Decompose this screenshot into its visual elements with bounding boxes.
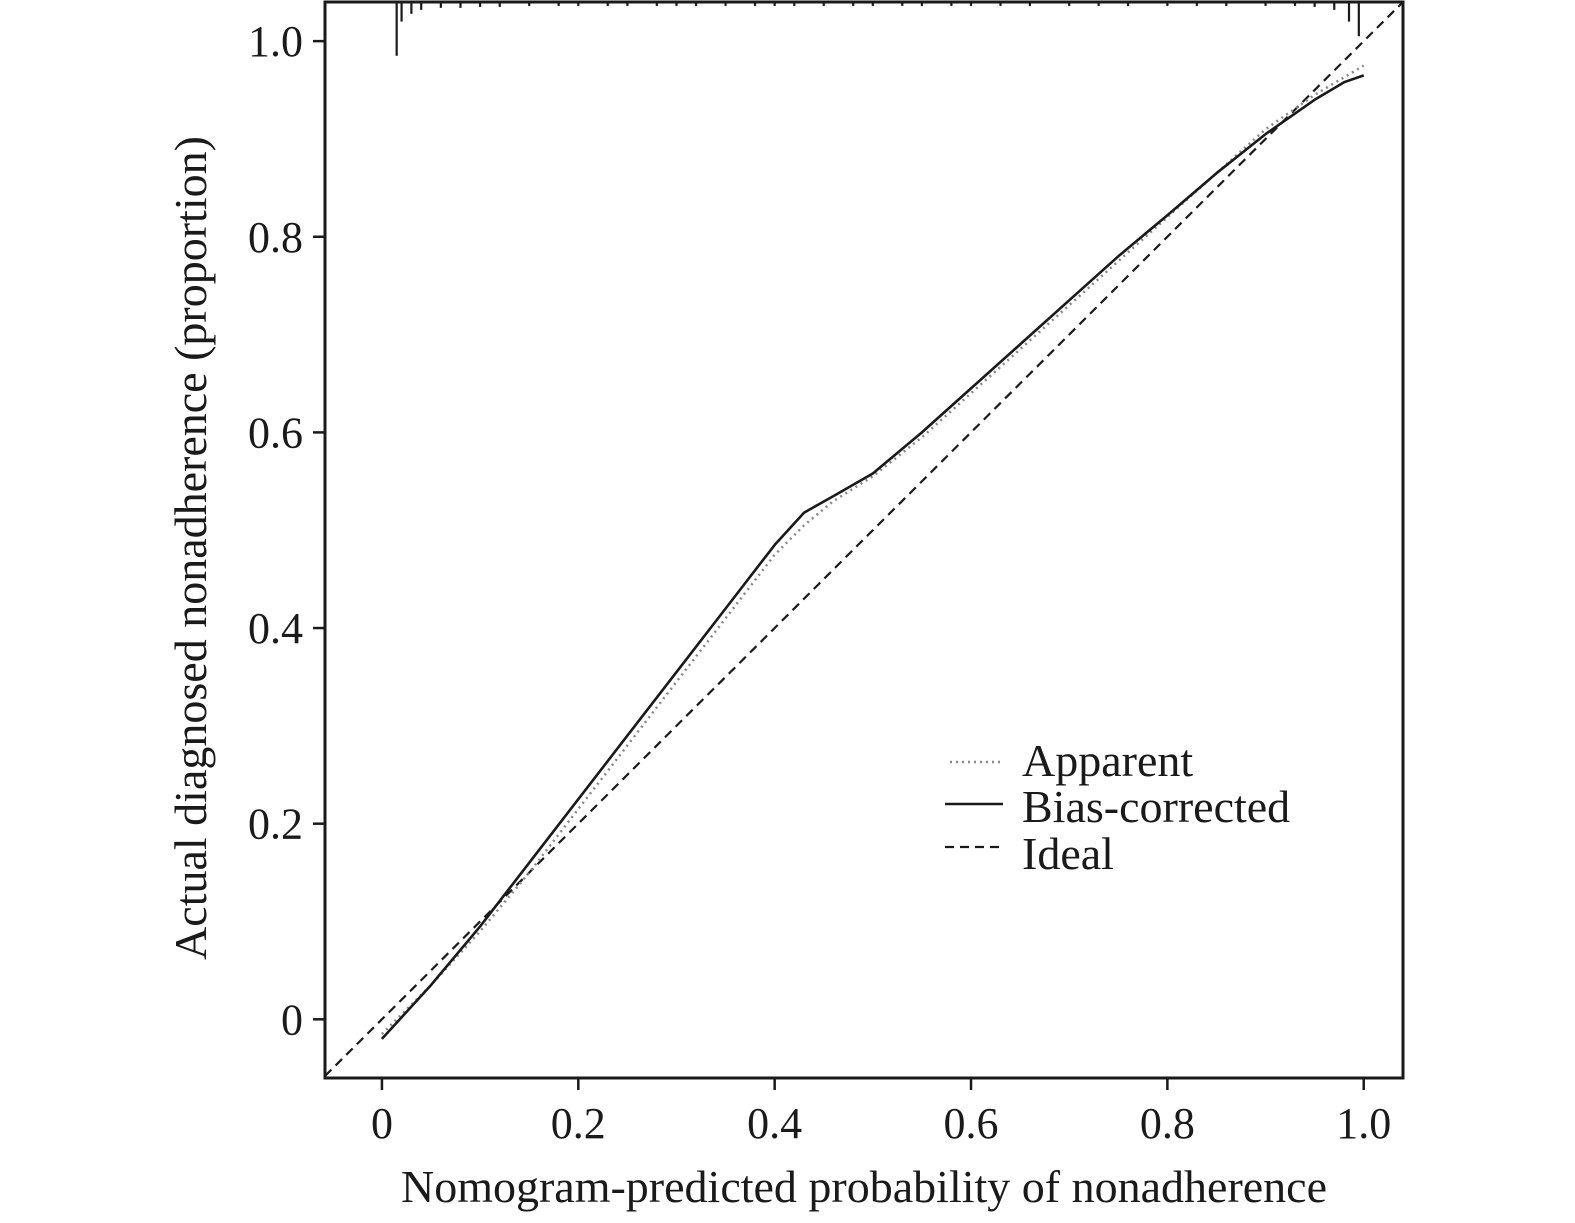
y-axis-ticks: 0 0.2 0.4 0.6 0.8 1.0 bbox=[248, 17, 325, 1044]
series-line-apparent bbox=[381, 64, 1365, 1035]
legend-label-apparent: Apparent bbox=[1022, 735, 1193, 786]
y-tick-label: 1.0 bbox=[248, 17, 303, 66]
y-axis-title: Actual diagnosed nonadherence (proportio… bbox=[165, 136, 216, 960]
plot-area bbox=[323, 0, 1405, 1080]
x-tick-label: 0.6 bbox=[944, 1099, 999, 1148]
x-tick-label: 0.4 bbox=[747, 1099, 802, 1148]
series-line-bias-corrected bbox=[380, 74, 1365, 1040]
y-tick-label: 0 bbox=[281, 995, 303, 1044]
y-tick-label: 0.8 bbox=[248, 213, 303, 262]
y-tick-label: 0.4 bbox=[248, 604, 303, 653]
series-lines bbox=[324, 1, 1404, 1077]
y-tick-label: 0.2 bbox=[248, 800, 303, 849]
x-tick-label: 0.8 bbox=[1140, 1099, 1195, 1148]
x-tick-label: 0.2 bbox=[551, 1099, 606, 1148]
rug-marks bbox=[395, 2, 1360, 56]
x-axis-title: Nomogram-predicted probability of nonadh… bbox=[401, 1161, 1327, 1212]
x-tick-label: 0 bbox=[371, 1099, 393, 1148]
x-tick-label: 1.0 bbox=[1336, 1099, 1391, 1148]
plot-frame bbox=[323, 0, 1405, 1080]
legend: Apparent Bias-corrected Ideal bbox=[945, 735, 1290, 879]
x-axis-ticks: 0 0.2 0.4 0.6 0.8 1.0 bbox=[371, 1078, 1391, 1148]
legend-label-ideal: Ideal bbox=[1022, 828, 1114, 879]
y-tick-label: 0.6 bbox=[248, 408, 303, 457]
legend-label-bias-corrected: Bias-corrected bbox=[1022, 781, 1290, 832]
series-line-ideal bbox=[324, 1, 1404, 1077]
